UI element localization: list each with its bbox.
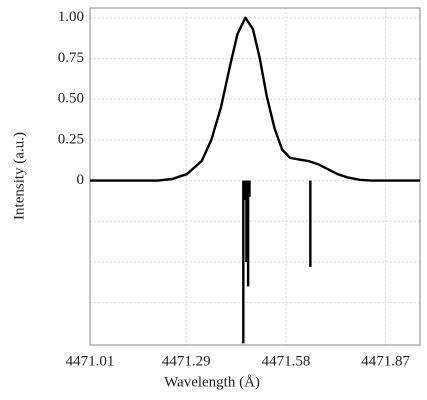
x-tick-label: 4471.58 (262, 353, 311, 369)
x-axis-label: Wavelength (Å) (164, 374, 260, 390)
y-tick-label: 0.25 (58, 131, 84, 147)
y-tick-label: 1.00 (58, 9, 84, 25)
y-tick-label: 0.50 (58, 91, 84, 107)
plot-frame (89, 7, 421, 346)
x-tick-label: 4471.87 (361, 353, 410, 369)
intensity-line (90, 16, 420, 182)
y-tick-label: 0.75 (58, 50, 84, 66)
x-tick-label: 4471.29 (162, 353, 211, 369)
y-axis-label: Intensity (a.u.) (11, 132, 27, 220)
x-tick-label: 4471.01 (66, 353, 115, 369)
y-tick-label: 0 (77, 172, 85, 188)
